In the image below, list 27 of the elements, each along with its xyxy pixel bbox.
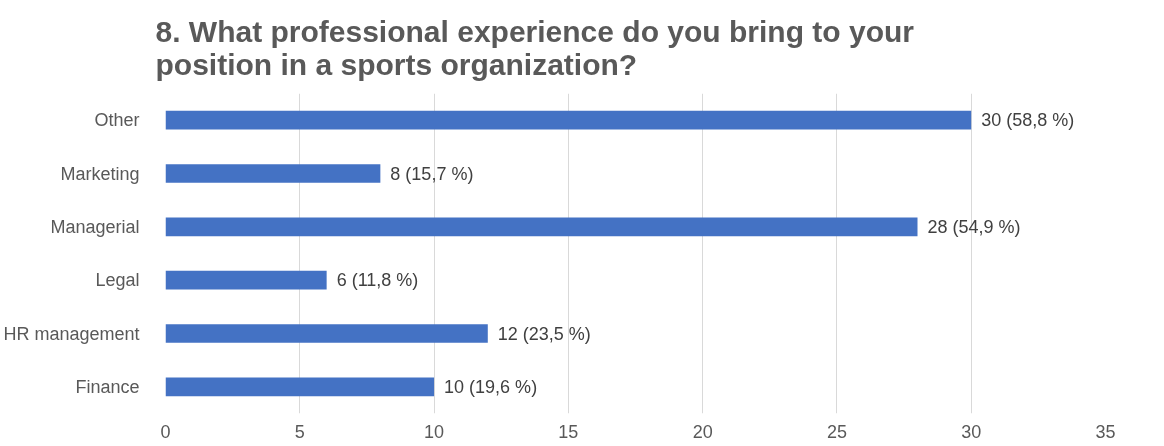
data-label: 12 (23,5 %) (497, 323, 591, 344)
bar (165, 164, 381, 183)
y-tick-label: HR management (3, 323, 140, 344)
y-tick-label: Finance (75, 376, 140, 397)
x-tick-label: 20 (692, 421, 713, 442)
bar (165, 110, 972, 130)
bar (165, 270, 327, 290)
x-tick-label: 5 (294, 421, 305, 442)
data-label: 28 (54,9 %) (927, 216, 1021, 237)
x-tick-label: 15 (558, 421, 579, 442)
y-tick-label: Other (94, 110, 140, 131)
x-tick-label: 35 (1095, 421, 1116, 442)
data-label: 30 (58,8 %) (981, 110, 1075, 131)
bar (165, 324, 488, 343)
bar (165, 377, 435, 397)
chart-title: 8. What professional experience do you bring to your position in a sports organization? (155, 15, 915, 81)
x-tick-label: 10 (424, 421, 445, 442)
x-tick-label: 25 (826, 421, 847, 442)
x-tick-label: 0 (160, 421, 171, 442)
x-tick-label: 30 (961, 421, 982, 442)
data-label: 10 (19,6 %) (444, 376, 538, 397)
y-tick-label: Marketing (60, 163, 140, 184)
y-tick-label: Managerial (50, 216, 140, 237)
data-label: 8 (15,7 %) (390, 163, 474, 184)
y-tick-label: Legal (95, 270, 140, 291)
data-label: 6 (11,8 %) (336, 270, 419, 291)
bar (165, 217, 918, 237)
